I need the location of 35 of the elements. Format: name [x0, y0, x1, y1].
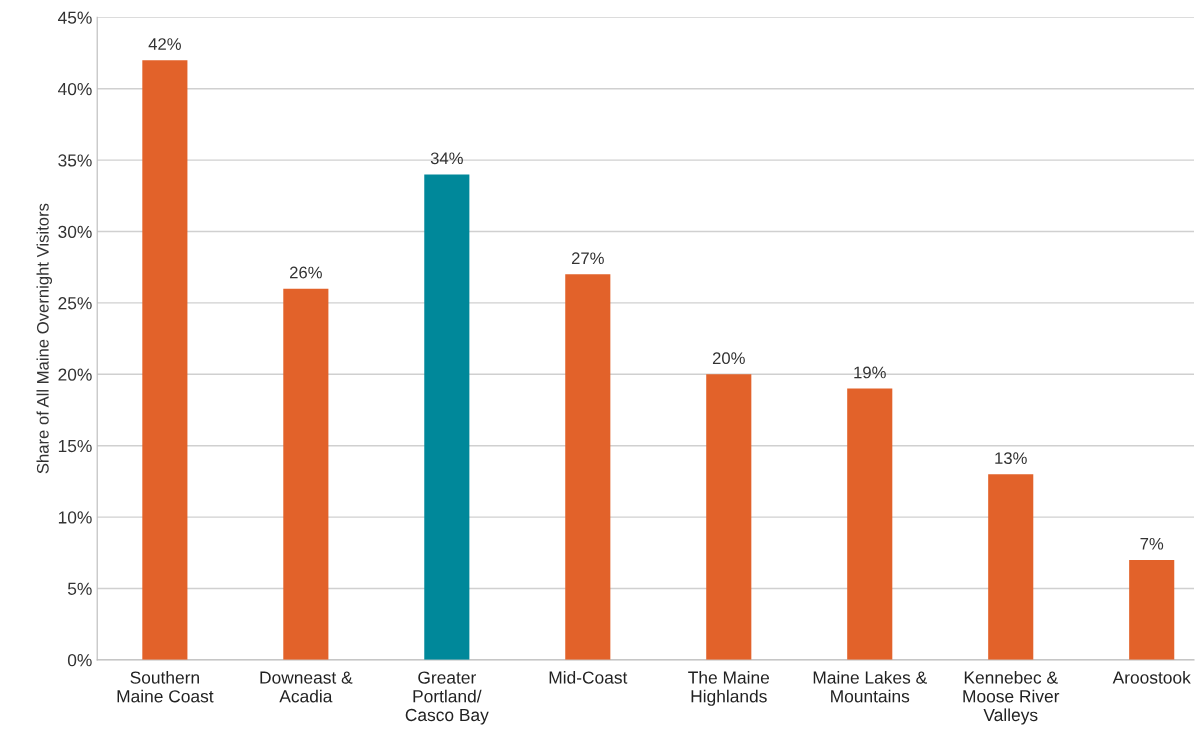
- y-axis-title: Share of All Maine Overnight Visitors: [36, 203, 53, 474]
- y-tick-label: 20%: [58, 368, 92, 381]
- y-tick-label: 5%: [67, 582, 92, 595]
- x-tick-label: Mid-Coast: [549, 670, 628, 684]
- data-label: 7%: [1140, 537, 1164, 550]
- y-tick-label: 15%: [58, 439, 92, 453]
- bar: [988, 474, 1034, 660]
- data-label: 26%: [290, 266, 322, 279]
- data-label: 27%: [571, 252, 604, 265]
- y-tick-label: 0%: [67, 654, 92, 667]
- y-tick-label: 35%: [58, 154, 92, 167]
- x-tick-label: The Maine Highlands: [688, 670, 770, 706]
- y-tick-label: 45%: [57, 11, 92, 24]
- x-tick-label: Kennebec & Moose River Valleys: [963, 670, 1060, 725]
- bar: [847, 388, 893, 660]
- bar: [424, 174, 470, 660]
- bar: [1129, 559, 1175, 660]
- y-tick-label: 30%: [58, 225, 92, 238]
- bar: [283, 288, 329, 660]
- y-tick-label: 10%: [58, 511, 92, 524]
- bar: [142, 60, 188, 660]
- data-label: 19%: [854, 366, 886, 379]
- data-label: 42%: [148, 38, 181, 50]
- data-label: 34%: [430, 152, 463, 165]
- data-label: 20%: [712, 352, 745, 365]
- bar: [706, 374, 752, 660]
- data-label: 13%: [995, 452, 1027, 465]
- y-tick-label: 40%: [57, 82, 92, 96]
- x-tick-label: Maine Lakes & Mountains: [813, 670, 927, 703]
- x-tick-label: Downeast & Acadia: [260, 671, 353, 703]
- y-tick-label: 25%: [58, 297, 92, 310]
- bar: [565, 274, 611, 660]
- x-tick-label: Aroostook: [1112, 670, 1191, 684]
- x-tick-label: Southern Maine Coast: [117, 670, 214, 703]
- x-tick-label: Greater Portland/ Casco Bay: [405, 671, 489, 725]
